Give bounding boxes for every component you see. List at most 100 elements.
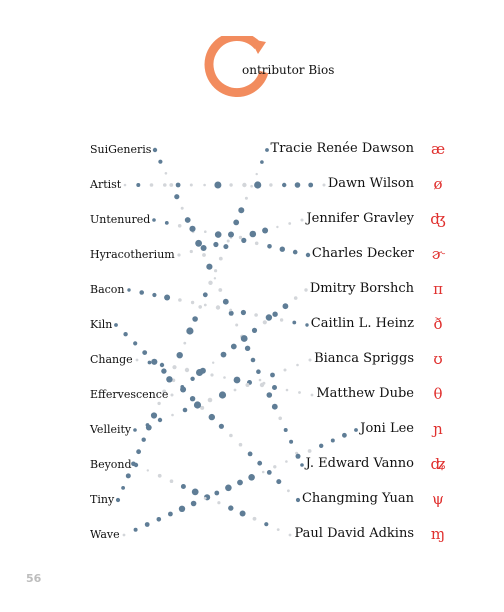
connection-dot xyxy=(193,401,202,409)
connection-dot xyxy=(295,453,301,459)
connection-dot xyxy=(251,327,258,333)
phonetic-symbol: æ xyxy=(430,140,446,158)
connection-dot xyxy=(147,360,152,365)
connection-dot xyxy=(208,280,213,285)
contributor-name: Jennifer Gravley xyxy=(306,211,414,226)
connection-dot xyxy=(226,239,230,243)
phonetic-symbol: ɲ xyxy=(433,420,443,438)
connection-dot xyxy=(171,413,174,417)
connection-dot xyxy=(212,361,215,364)
connection-dot xyxy=(191,488,199,496)
connection-dot xyxy=(146,469,149,472)
connection-dot xyxy=(288,222,292,225)
connection-dot xyxy=(276,225,279,229)
section-title: ontributor Bios xyxy=(242,63,335,77)
connection-dot xyxy=(244,196,248,200)
connection-dot xyxy=(152,292,157,298)
connection-dot xyxy=(304,288,308,292)
connection-dot xyxy=(254,313,258,317)
connection-dot xyxy=(222,298,229,305)
connection-dot xyxy=(190,500,197,507)
connection-dot xyxy=(218,288,223,292)
connection-dot xyxy=(214,181,222,189)
connection-dot xyxy=(135,358,139,362)
connection-dot xyxy=(123,332,128,337)
connection-dot xyxy=(164,172,168,175)
connection-dot xyxy=(208,413,215,421)
connection-dot xyxy=(200,245,207,251)
contributor-name: Matthew Dube xyxy=(316,386,414,401)
connection-dot xyxy=(192,316,198,322)
connection-dot xyxy=(214,231,222,238)
connection-dot xyxy=(170,393,174,397)
connection-dot xyxy=(183,341,187,345)
left-word: Tiny xyxy=(90,493,115,506)
connection-dot xyxy=(144,522,150,527)
connection-dot xyxy=(189,225,196,232)
connection-dot xyxy=(207,397,213,403)
connection-dot xyxy=(238,442,243,447)
connection-dot xyxy=(210,373,214,377)
connection-dot xyxy=(247,451,253,457)
left-word: Velleity xyxy=(90,423,132,436)
connection-dot xyxy=(259,382,265,388)
connection-dot xyxy=(171,378,176,383)
phonetic-symbol: ð xyxy=(433,315,443,333)
connection-dot xyxy=(169,479,174,484)
connection-dot xyxy=(292,249,298,255)
connection-dot xyxy=(230,343,237,350)
connection-dot xyxy=(250,184,253,188)
connection-dot xyxy=(136,183,141,187)
connection-dot xyxy=(298,391,301,394)
left-word: Bacon xyxy=(90,283,125,296)
connection-dot xyxy=(157,473,162,478)
phonetic-symbol: ɚ xyxy=(431,245,445,263)
connection-dot xyxy=(258,378,262,382)
connection-dot xyxy=(223,376,226,379)
connection-dot xyxy=(136,449,142,455)
connection-dot xyxy=(177,224,182,228)
connection-dot xyxy=(255,172,258,176)
connection-dot xyxy=(272,311,278,317)
connection-dot xyxy=(186,327,194,335)
connection-dot xyxy=(279,246,285,252)
contributor-name: Bianca Spriggs xyxy=(314,351,414,366)
left-word: Wave xyxy=(90,528,120,541)
connection-dot xyxy=(204,230,207,233)
left-word: SuiGeneris xyxy=(90,143,152,156)
connection-dot xyxy=(292,320,297,325)
connection-dot xyxy=(198,305,202,309)
phonetic-symbol: θ xyxy=(433,385,443,403)
connection-dot xyxy=(308,182,314,188)
connection-dot xyxy=(260,160,264,164)
connection-dot xyxy=(322,183,326,187)
connection-dot xyxy=(300,218,304,222)
connection-dot xyxy=(262,227,269,234)
connection-dot xyxy=(310,393,314,397)
connection-dot xyxy=(157,401,161,406)
connection-dot xyxy=(294,182,301,188)
connection-dot xyxy=(168,511,173,517)
contributor-name: Dawn Wilson xyxy=(327,176,414,191)
contributor-name: Tracie Renée Dawson xyxy=(270,141,414,156)
connection-dot xyxy=(282,182,287,188)
connection-dot xyxy=(273,465,277,469)
connection-dot xyxy=(213,277,217,280)
connection-dot xyxy=(256,369,261,375)
connection-dot xyxy=(214,269,218,273)
connection-dot xyxy=(133,341,138,346)
connection-dot xyxy=(163,183,167,187)
contributor-name: Charles Decker xyxy=(311,246,414,261)
connection-dot xyxy=(202,253,206,257)
connection-dot xyxy=(125,473,131,479)
connection-dot xyxy=(307,449,312,453)
connection-dot xyxy=(164,221,169,225)
connection-dot xyxy=(175,182,181,188)
connection-dot xyxy=(145,424,152,431)
connection-dot xyxy=(271,403,278,410)
connection-dot xyxy=(174,194,180,200)
connection-dot xyxy=(293,296,298,300)
connection-dot xyxy=(206,263,213,270)
connection-dot xyxy=(213,241,219,248)
